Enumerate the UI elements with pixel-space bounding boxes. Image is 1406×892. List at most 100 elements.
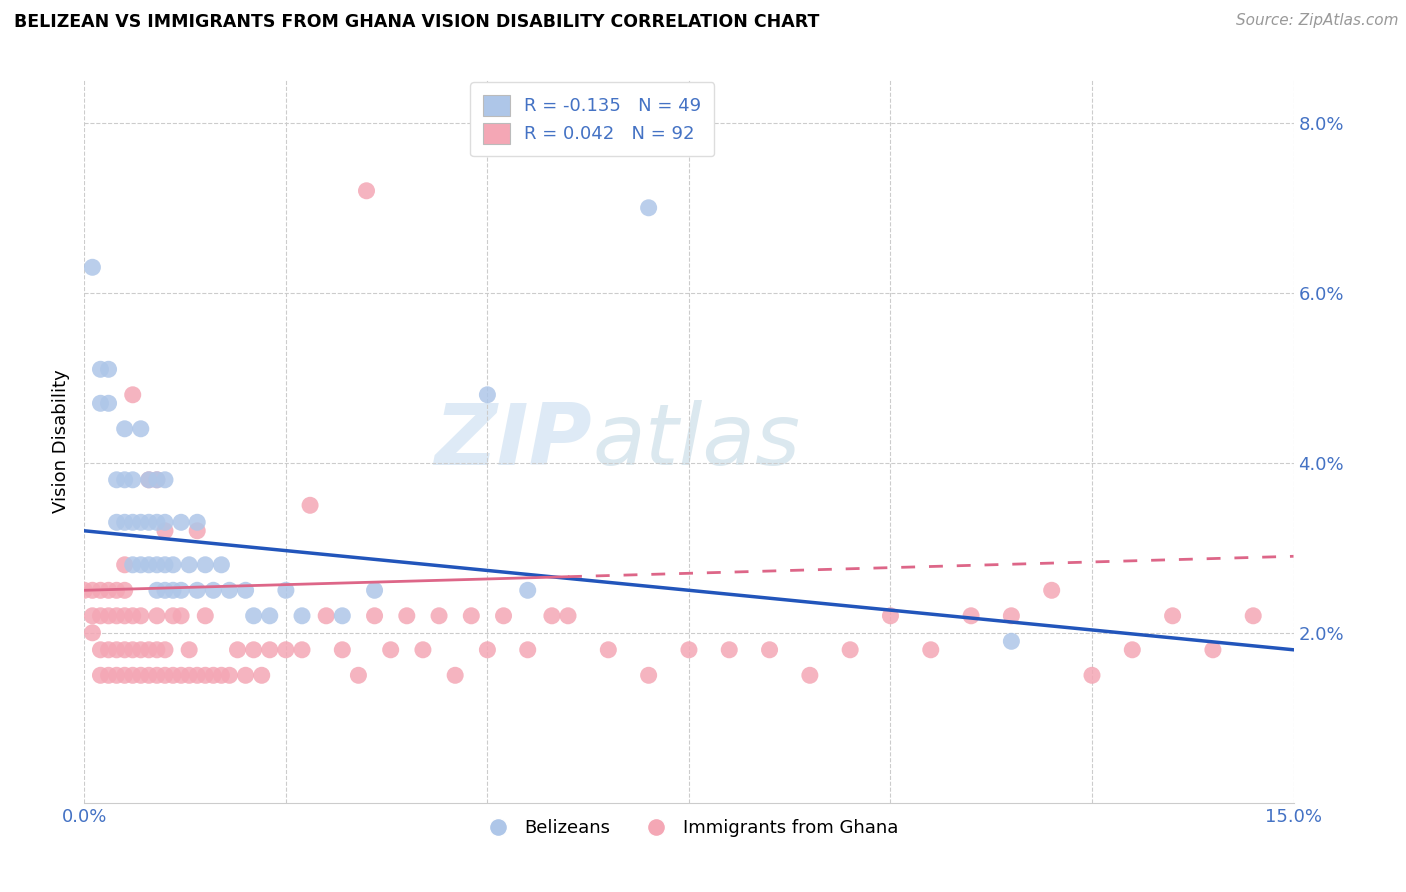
Point (1121, 642, 1143, 657)
Point (162, 558, 184, 572)
Text: BELIZEAN VS IMMIGRANTS FROM GHANA VISION DISABILITY CORRELATION CHART: BELIZEAN VS IMMIGRANTS FROM GHANA VISION… (14, 13, 820, 31)
Point (105, 608, 128, 623)
Point (226, 642, 249, 657)
Point (138, 642, 160, 657)
Point (170, 516, 193, 530)
Point (89, 362, 111, 376)
Point (121, 516, 143, 530)
Point (274, 642, 297, 657)
Point (541, 608, 564, 623)
Point (259, 642, 281, 657)
Point (170, 668, 193, 682)
Point (395, 608, 418, 623)
Point (121, 642, 143, 657)
Point (1241, 608, 1264, 623)
Point (242, 608, 264, 623)
Text: atlas: atlas (592, 400, 800, 483)
Point (1161, 608, 1184, 623)
Point (121, 388, 143, 402)
Point (89, 668, 111, 682)
Point (799, 668, 821, 682)
Point (235, 668, 257, 682)
Point (1081, 668, 1104, 682)
Point (114, 558, 136, 572)
Point (259, 608, 281, 623)
Point (170, 608, 193, 623)
Point (162, 608, 184, 623)
Point (153, 516, 176, 530)
Point (1202, 642, 1225, 657)
Point (129, 608, 152, 623)
Point (138, 473, 160, 487)
Point (97, 583, 120, 598)
Point (839, 642, 862, 657)
Point (121, 473, 143, 487)
Point (105, 642, 128, 657)
Point (347, 668, 370, 682)
Point (162, 668, 184, 682)
Point (879, 608, 901, 623)
Point (97, 642, 120, 657)
Point (250, 668, 273, 682)
Point (516, 642, 538, 657)
Point (380, 642, 402, 657)
Point (129, 422, 152, 436)
Point (114, 668, 136, 682)
Point (138, 558, 160, 572)
Text: ZIP: ZIP (434, 400, 592, 483)
Point (477, 642, 499, 657)
Point (194, 558, 217, 572)
Point (492, 608, 515, 623)
Point (598, 642, 620, 657)
Point (97, 396, 120, 410)
Point (209, 668, 232, 682)
Point (186, 668, 208, 682)
Point (97, 362, 120, 376)
Point (315, 608, 337, 623)
Point (291, 642, 314, 657)
Point (186, 583, 208, 598)
Point (235, 583, 257, 598)
Point (218, 668, 240, 682)
Point (299, 498, 322, 512)
Point (146, 642, 169, 657)
Point (170, 583, 193, 598)
Point (202, 668, 225, 682)
Point (105, 473, 128, 487)
Point (82, 608, 104, 623)
Point (477, 388, 499, 402)
Point (153, 524, 176, 538)
Point (162, 583, 184, 598)
Point (105, 583, 128, 598)
Point (363, 608, 385, 623)
Point (330, 608, 353, 623)
Point (121, 668, 143, 682)
Point (146, 473, 169, 487)
Point (1000, 608, 1022, 623)
Y-axis label: Vision Disability: Vision Disability (52, 369, 70, 514)
Point (179, 668, 201, 682)
Point (146, 668, 169, 682)
Point (82, 260, 104, 275)
Point (129, 516, 152, 530)
Point (758, 642, 780, 657)
Point (637, 201, 659, 215)
Point (114, 608, 136, 623)
Point (412, 642, 434, 657)
Point (73, 583, 96, 598)
Point (146, 473, 169, 487)
Point (186, 524, 208, 538)
Point (153, 668, 176, 682)
Point (114, 422, 136, 436)
Point (920, 642, 942, 657)
Point (146, 608, 169, 623)
Point (82, 583, 104, 598)
Point (718, 642, 741, 657)
Point (121, 608, 143, 623)
Point (202, 583, 225, 598)
Point (153, 642, 176, 657)
Point (153, 473, 176, 487)
Point (114, 473, 136, 487)
Point (146, 583, 169, 598)
Point (153, 583, 176, 598)
